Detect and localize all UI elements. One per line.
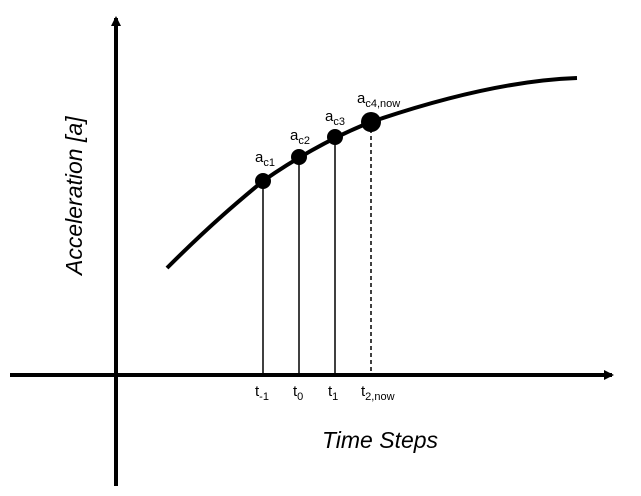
point xyxy=(255,173,271,189)
point xyxy=(327,129,343,145)
point-label-sub: c2 xyxy=(298,135,310,147)
tick-label-base: t xyxy=(293,383,298,400)
point-label-base: a xyxy=(255,149,264,166)
tick-label: t1 xyxy=(328,383,338,403)
point xyxy=(291,149,307,165)
point-label-base: a xyxy=(357,90,366,107)
tick-label-sub: -1 xyxy=(259,391,269,403)
point-label: ac3 xyxy=(325,108,345,128)
point-label-base: a xyxy=(325,108,334,125)
tick-label: t-1 xyxy=(255,383,269,403)
point-label: ac1 xyxy=(255,149,275,169)
point xyxy=(361,112,381,132)
point-label: ac2 xyxy=(290,127,310,147)
y-title: Acceleration [a] xyxy=(61,116,87,277)
point-label-base: a xyxy=(290,127,299,144)
curve xyxy=(165,76,578,270)
tick-label: t2,now xyxy=(361,383,395,403)
point-label-sub: c1 xyxy=(263,157,275,169)
tick-label: t0 xyxy=(293,383,303,403)
point-label-sub: c4,now xyxy=(365,98,400,110)
tick-label-sub: 0 xyxy=(297,391,303,403)
tick-label-base: t xyxy=(328,383,333,400)
tick-label-base: t xyxy=(255,383,260,400)
x-title: Time Steps xyxy=(322,427,439,453)
point-label: ac4,now xyxy=(357,90,400,110)
tick-label-base: t xyxy=(361,383,366,400)
tick-label-sub: 1 xyxy=(332,391,338,403)
point-label-sub: c3 xyxy=(333,116,345,128)
tick-label-sub: 2,now xyxy=(365,391,394,403)
